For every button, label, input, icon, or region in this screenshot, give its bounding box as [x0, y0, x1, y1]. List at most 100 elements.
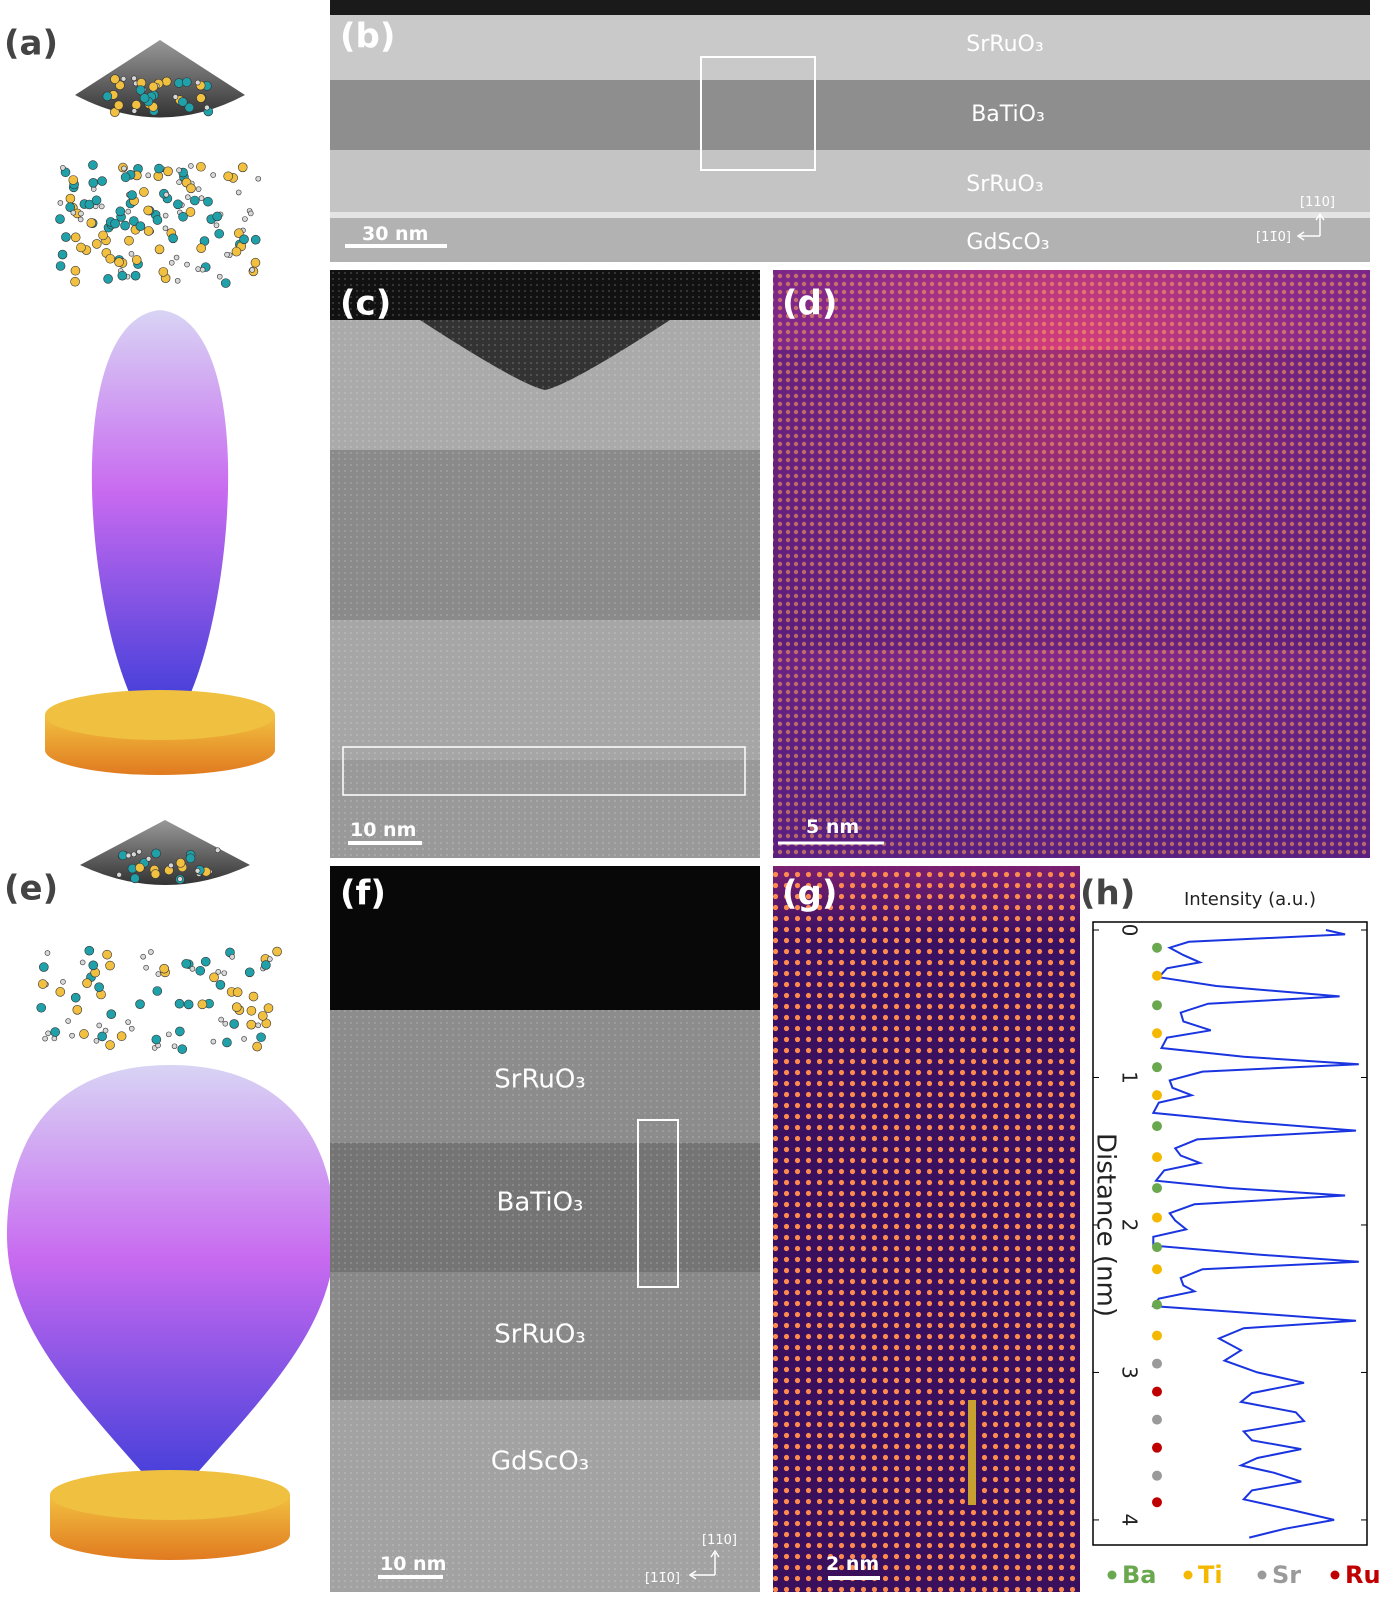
atom-illustration: [175, 1026, 185, 1037]
atom-illustration: [214, 847, 221, 853]
atom-illustration: [246, 1005, 257, 1016]
atom-illustration: [145, 172, 152, 179]
atom-dot: [1152, 1264, 1162, 1275]
atom-illustration: [174, 998, 185, 1009]
atom-illustration: [130, 873, 140, 884]
atom-illustration: [116, 1031, 127, 1042]
atom-illustration: [213, 222, 220, 229]
atom-illustration: [143, 964, 149, 971]
chart-title: Intensity (a.u.): [1184, 889, 1316, 910]
atom-illustration: [139, 93, 150, 103]
y-tick-label: 3: [1118, 1366, 1142, 1379]
atom-illustration: [110, 218, 120, 229]
atom-illustration: [57, 249, 68, 260]
atom-dot: [1152, 970, 1162, 981]
atom-illustration: [70, 209, 77, 216]
atom-illustration: [248, 991, 259, 1002]
illustration-e: [7, 820, 335, 1560]
atom-illustration: [247, 210, 254, 217]
atom-illustration: [250, 257, 261, 268]
atom-dot: [1152, 1062, 1162, 1073]
atom-illustration: [131, 75, 137, 82]
atom-dot: [1152, 1152, 1162, 1163]
atom-illustration: [184, 102, 195, 113]
atom-illustration: [128, 250, 135, 257]
atom-illustration: [72, 1005, 83, 1015]
atom-illustration: [173, 199, 183, 210]
atom-illustration: [120, 76, 127, 82]
atom-illustration: [250, 234, 261, 245]
atom-illustration: [105, 1040, 115, 1050]
atom-illustration: [115, 206, 126, 217]
atom-illustration: [158, 267, 169, 277]
atom-illustration: [97, 176, 107, 186]
atom-illustration: [148, 949, 154, 955]
atom-illustration: [131, 255, 142, 265]
atom-illustration: [69, 1032, 75, 1039]
atom-illustration: [105, 960, 115, 971]
atom-illustration: [154, 244, 165, 255]
atom-illustration: [129, 216, 139, 226]
atom-dot: [1152, 1183, 1162, 1194]
atom-illustration: [177, 1044, 188, 1054]
atom-illustration: [39, 962, 49, 972]
atom-illustration: [148, 81, 159, 92]
scale-bar-label: 30 nm: [362, 223, 428, 245]
image-g: [773, 866, 1080, 1592]
atom-dot: [1152, 1470, 1162, 1481]
direction-label: [11̄0]: [1256, 230, 1291, 245]
atom-illustration: [215, 980, 226, 990]
scale-bar-label: 10 nm: [380, 1553, 446, 1575]
atom-illustration: [215, 969, 222, 975]
y-tick-label: 1: [1118, 1071, 1142, 1084]
atom-illustration: [188, 163, 194, 169]
image-d: [773, 270, 1370, 858]
atom-illustration: [50, 1027, 60, 1037]
atom-illustration: [86, 218, 97, 228]
atom-dot: [1152, 1386, 1162, 1397]
atom-illustration: [68, 175, 79, 185]
atom-illustration: [120, 172, 131, 183]
atom-illustration: [134, 862, 145, 873]
atom-dot: [1152, 1358, 1162, 1369]
atom-illustration: [175, 858, 186, 868]
atom-illustration: [150, 869, 161, 879]
atom-illustration: [203, 196, 213, 207]
layer-label: SrRuO₃: [494, 1065, 585, 1095]
atom-illustration: [216, 273, 223, 280]
atom-illustration: [272, 946, 282, 957]
atom-illustration: [263, 1003, 274, 1013]
atom-dot: [1152, 1090, 1162, 1101]
atom-illustration: [131, 100, 142, 110]
atom-illustration: [166, 1031, 172, 1038]
atom-illustration: [168, 259, 175, 266]
atom-illustration: [37, 979, 48, 989]
panel-label: (h): [1080, 874, 1135, 914]
atom-dot: [1152, 1299, 1162, 1310]
atom-illustration: [155, 971, 162, 977]
atom-illustration: [130, 270, 141, 281]
legend-swatch: [1257, 1570, 1267, 1580]
atom-illustration: [194, 867, 201, 874]
atom-illustration: [185, 194, 191, 200]
atom-illustration: [222, 1037, 232, 1048]
atom-illustration: [70, 265, 81, 276]
atom-illustration: [76, 242, 86, 253]
atom-illustration: [84, 945, 95, 956]
layer-label: SrRuO₃: [494, 1320, 585, 1350]
atom-illustration: [232, 987, 243, 998]
atom-illustration: [190, 195, 200, 206]
atom-illustration: [186, 183, 196, 194]
layer-label: SrRuO₃: [966, 172, 1043, 197]
atom-illustration: [110, 74, 120, 84]
atom-illustration: [44, 950, 51, 956]
atom-illustration: [235, 189, 242, 196]
layer-label: BaTiO₃: [971, 102, 1045, 127]
atom-illustration: [249, 267, 255, 273]
atom-illustration: [229, 954, 235, 960]
atom-illustration: [163, 166, 173, 177]
atom-illustration: [117, 270, 128, 281]
illustration-a: [45, 40, 275, 775]
atom-illustration: [162, 225, 169, 232]
atom-illustration: [84, 199, 95, 210]
